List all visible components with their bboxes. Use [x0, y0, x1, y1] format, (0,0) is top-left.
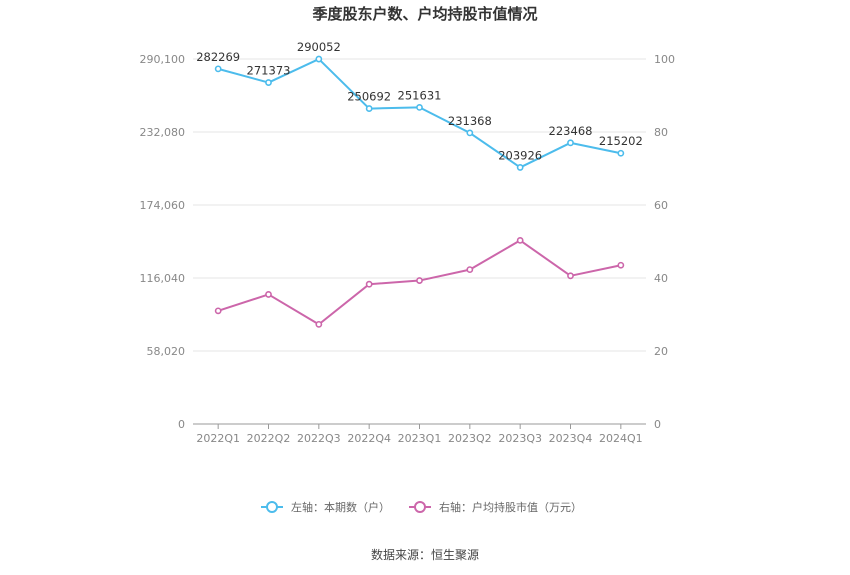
series-2-point: [567, 272, 574, 280]
x-tick-label: 2023Q2: [448, 432, 492, 445]
y-left-tick-label: 290,100: [140, 53, 186, 66]
data-label: 203926: [498, 148, 542, 162]
series-1-point: [617, 149, 625, 157]
x-tick-label: 2023Q3: [498, 432, 542, 445]
legend-label: 右轴：户均持股市值（万元）: [439, 500, 582, 514]
series-1-point: [567, 139, 574, 147]
x-tick-label: 2022Q1: [196, 432, 240, 445]
y-left-tick-label: 174,060: [140, 199, 186, 212]
x-tick-label: 2023Q4: [549, 432, 593, 445]
series-2-point: [315, 320, 323, 328]
legend-label: 左轴：本期数（户）: [291, 500, 390, 514]
series-1-point: [365, 105, 373, 112]
data-label: 223468: [549, 124, 593, 138]
y-left-tick-label: 0: [178, 418, 185, 431]
y-left-tick-label: 116,040: [140, 272, 186, 285]
series-2-point: [516, 237, 524, 244]
series-1-point: [265, 79, 272, 86]
series-2-point: [617, 261, 625, 269]
data-label: 215202: [599, 134, 643, 148]
y-right-tick-label: 20: [654, 345, 668, 358]
y-left-tick-label: 58,020: [147, 345, 186, 358]
data-labels: 282269 271373 290052 250692 251631 231368 2039…: [196, 40, 643, 162]
series-1-point: [466, 129, 474, 137]
y-right-tick-label: 80: [654, 126, 668, 139]
legend-swatch-marker: [414, 501, 426, 513]
series-2-point: [466, 266, 474, 274]
data-label: 290052: [297, 40, 341, 54]
x-tick-label: 2024Q1: [599, 432, 643, 445]
series-2-point: [416, 277, 423, 284]
x-tick-label: 2022Q2: [247, 432, 291, 445]
x-tick-label: 2022Q4: [347, 432, 391, 445]
data-label: 231368: [448, 114, 492, 128]
x-tick-label: 2022Q3: [297, 432, 341, 445]
data-label: 251631: [398, 88, 442, 102]
series-2-point: [214, 307, 222, 315]
grid-lines: [193, 58, 646, 352]
y-right-tick-label: 60: [654, 199, 668, 212]
series-layer: [214, 55, 625, 328]
series-1-point: [516, 164, 524, 171]
series-1-point: [315, 55, 323, 63]
source-note: 数据来源：恒生聚源: [371, 547, 479, 562]
series-1-point: [416, 104, 423, 111]
y-right-tick-label: 0: [654, 418, 661, 431]
y-right-tick-label: 40: [654, 272, 668, 285]
chart-title: 季度股东户数、户均持股市值情况: [312, 5, 537, 23]
y-left-tick-label: 232,080: [140, 126, 186, 139]
data-label: 282269: [196, 50, 240, 64]
series-2-point: [265, 291, 272, 298]
x-tick-label: 2023Q1: [398, 432, 442, 445]
legend-swatch-marker: [266, 501, 278, 513]
series-1-point: [214, 65, 222, 73]
data-label: 250692: [347, 90, 391, 104]
legend: 左轴：本期数（户） 右轴：户均持股市值（万元）: [261, 500, 582, 514]
series-2-point: [365, 280, 373, 288]
axes: 0 58,020 116,040 174,060 232,080 290,100 0 20 40…: [140, 53, 676, 445]
data-label: 271373: [247, 64, 291, 78]
y-right-tick-label: 100: [654, 53, 675, 66]
